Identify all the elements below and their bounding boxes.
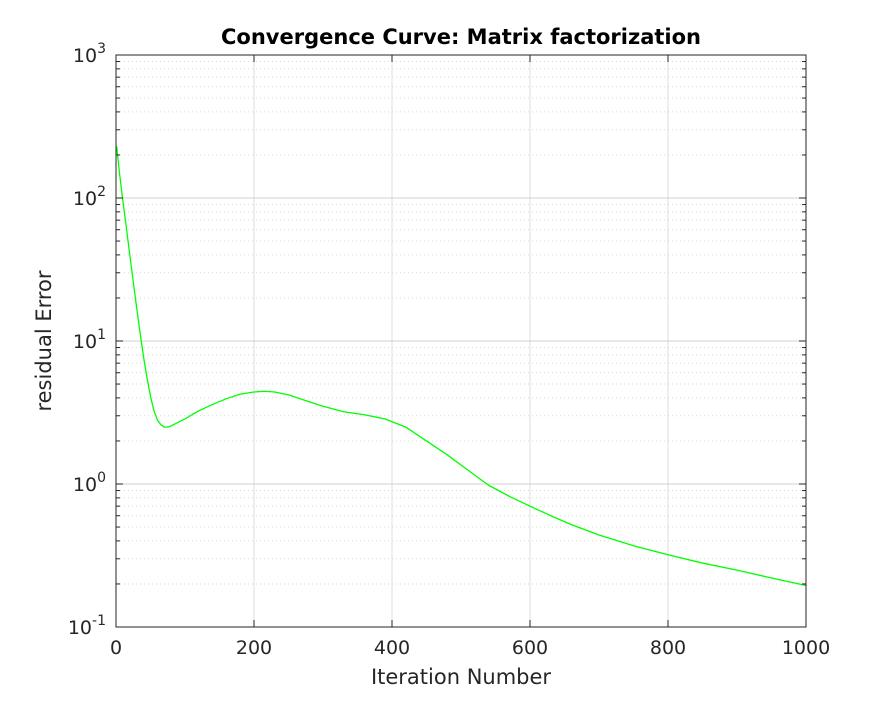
x-tick-label: 400 <box>374 637 410 659</box>
y-tick-label: 103 <box>73 41 106 67</box>
y-axis-label: residual Error <box>32 270 56 411</box>
x-tick-label: 1000 <box>782 637 830 659</box>
tick-labels: 0 200 400 600 800 1000 10-1 100 101 102 103 <box>68 41 830 659</box>
chart-title: Convergence Curve: Matrix factorization <box>221 25 701 49</box>
series-line-1 <box>116 146 807 587</box>
tick-marks <box>115 54 807 628</box>
x-axis-label: Iteration Number <box>371 665 551 689</box>
x-tick-label: 200 <box>236 637 272 659</box>
x-tick-label: 0 <box>110 637 122 659</box>
y-tick-label: 100 <box>73 470 106 496</box>
x-tick-label: 600 <box>512 637 548 659</box>
y-tick-label: 10-1 <box>68 613 106 639</box>
y-tick-label: 101 <box>73 327 106 353</box>
series-layer <box>116 146 807 587</box>
grid-lines <box>116 55 806 627</box>
y-tick-label: 102 <box>73 184 106 210</box>
x-tick-label: 800 <box>650 637 686 659</box>
